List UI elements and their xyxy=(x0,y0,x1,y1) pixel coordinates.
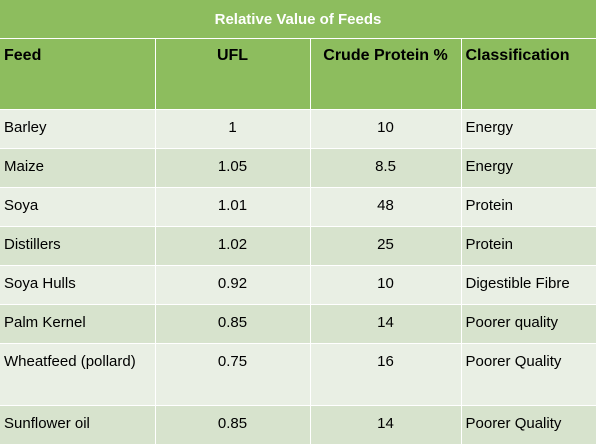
cell-protein: 10 xyxy=(310,109,462,149)
cell-ufl: 1.02 xyxy=(155,226,311,266)
table-title: Relative Value of Feeds xyxy=(0,0,596,39)
cell-ufl: 0.75 xyxy=(155,343,311,406)
cell-feed: Palm Kernel xyxy=(0,304,156,344)
cell-classification: Poorer Quality xyxy=(461,343,596,406)
cell-feed: Sunflower oil xyxy=(0,405,156,445)
table-row: Soya 1.01 48 Protein xyxy=(0,187,596,227)
header-feed: Feed xyxy=(0,38,156,110)
cell-ufl: 0.85 xyxy=(155,405,311,445)
cell-protein: 14 xyxy=(310,405,462,445)
cell-classification: Energy xyxy=(461,148,596,188)
table-row: Palm Kernel 0.85 14 Poorer quality xyxy=(0,304,596,344)
cell-classification: Protein xyxy=(461,226,596,266)
cell-feed: Soya Hulls xyxy=(0,265,156,305)
header-crude-protein: Crude Protein % xyxy=(310,38,462,110)
cell-feed: Soya xyxy=(0,187,156,227)
cell-classification: Digestible Fibre xyxy=(461,265,596,305)
header-ufl: UFL xyxy=(155,38,311,110)
table-row: Soya Hulls 0.92 10 Digestible Fibre xyxy=(0,265,596,305)
cell-ufl: 0.85 xyxy=(155,304,311,344)
table-row: Sunflower oil 0.85 14 Poorer Quality xyxy=(0,405,596,445)
table-row: Distillers 1.02 25 Protein xyxy=(0,226,596,266)
cell-feed: Wheatfeed (pollard) xyxy=(0,343,156,406)
cell-feed: Maize xyxy=(0,148,156,188)
table-row: Wheatfeed (pollard) 0.75 16 Poorer Quali… xyxy=(0,343,596,406)
cell-protein: 25 xyxy=(310,226,462,266)
cell-protein: 14 xyxy=(310,304,462,344)
cell-ufl: 1 xyxy=(155,109,311,149)
table-row: Maize 1.05 8.5 Energy xyxy=(0,148,596,188)
cell-ufl: 1.01 xyxy=(155,187,311,227)
cell-classification: Poorer Quality xyxy=(461,405,596,445)
cell-ufl: 1.05 xyxy=(155,148,311,188)
cell-protein: 16 xyxy=(310,343,462,406)
cell-classification: Energy xyxy=(461,109,596,149)
header-classification: Classification xyxy=(461,38,596,110)
cell-feed: Distillers xyxy=(0,226,156,266)
cell-feed: Barley xyxy=(0,109,156,149)
cell-protein: 48 xyxy=(310,187,462,227)
cell-protein: 10 xyxy=(310,265,462,305)
cell-classification: Poorer quality xyxy=(461,304,596,344)
table-title-row: Relative Value of Feeds xyxy=(0,0,596,39)
cell-ufl: 0.92 xyxy=(155,265,311,305)
cell-classification: Protein xyxy=(461,187,596,227)
table-row: Barley 1 10 Energy xyxy=(0,109,596,149)
cell-protein: 8.5 xyxy=(310,148,462,188)
table-header-row: Feed UFL Crude Protein % Classification xyxy=(0,38,596,110)
